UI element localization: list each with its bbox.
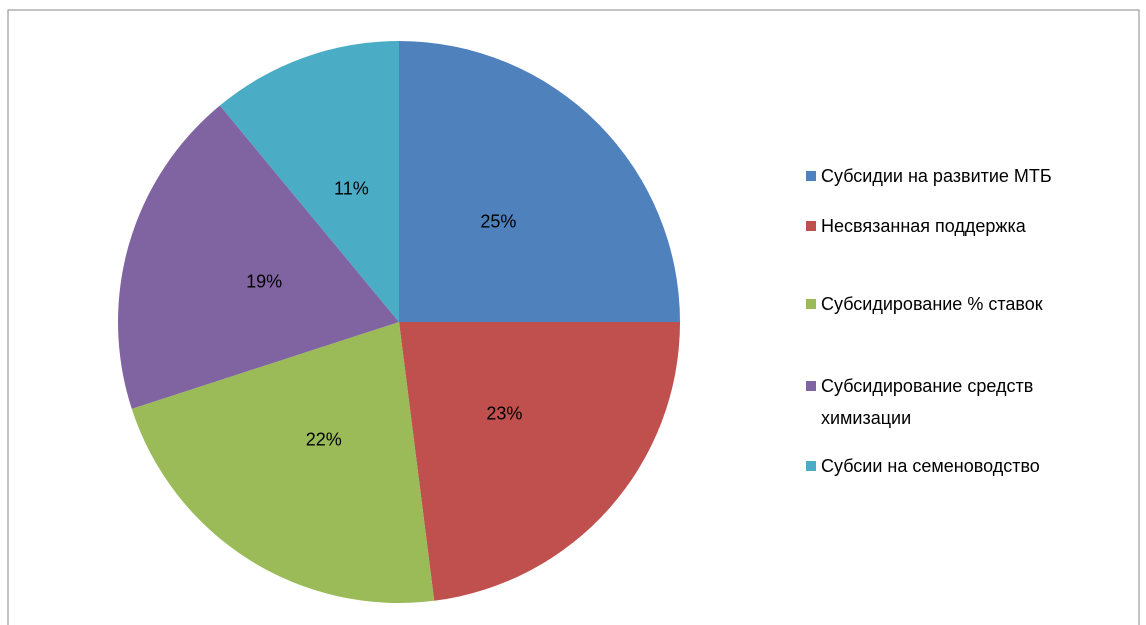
- legend-swatch: [806, 221, 816, 231]
- data-label: 11%: [334, 179, 369, 199]
- legend-label: Субсидирование % ставок: [821, 294, 1043, 314]
- legend-swatch: [806, 381, 816, 391]
- legend-label: Несвязанная поддержка: [821, 216, 1026, 236]
- pie-slice: [117, 105, 399, 409]
- pie-slice: [219, 41, 399, 322]
- data-label: 19%: [246, 272, 282, 292]
- legend-item: Несвязанная поддержка: [806, 210, 1091, 242]
- legend-label: Субсии на семеноводство: [821, 456, 1040, 476]
- legend-label: Субсидии на развитие МТБ: [821, 166, 1052, 186]
- legend-label: Субсидирование средств химизации: [821, 376, 1034, 428]
- data-label: 23%: [486, 404, 522, 424]
- pie-slice: [399, 41, 680, 322]
- data-label: 25%: [480, 211, 516, 231]
- legend-swatch: [806, 171, 816, 181]
- legend-item: Субсидии на развитие МТБ: [806, 160, 1091, 192]
- chart-frame: [7, 9, 1140, 625]
- pie-slice: [399, 322, 680, 601]
- legend-item: Субсидирование средств химизации: [806, 370, 1091, 434]
- pie-slice: [131, 322, 435, 603]
- legend-swatch: [806, 299, 816, 309]
- legend-item: Субсии на семеноводство: [806, 450, 1091, 482]
- legend-swatch: [806, 461, 816, 471]
- legend-item: Субсидирование % ставок: [806, 288, 1091, 320]
- data-label: 22%: [306, 429, 342, 449]
